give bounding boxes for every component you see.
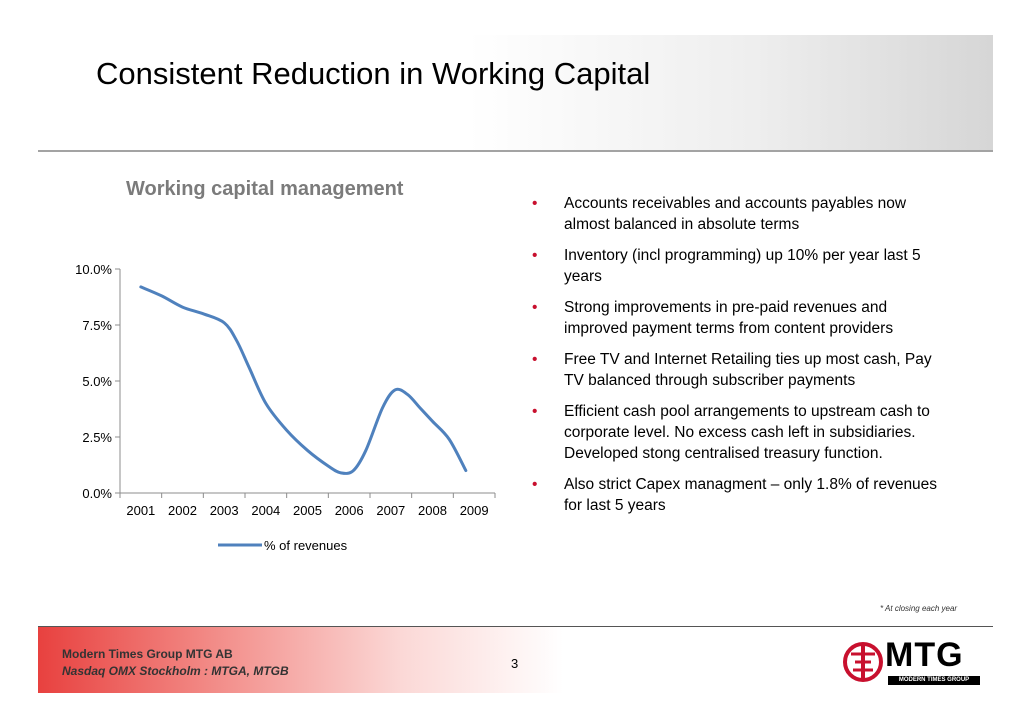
bullet-dot-icon: • [532,299,538,316]
bullet-dot-icon: • [532,195,538,212]
logo-subtext: MODERN TIMES GROUP [888,676,980,685]
x-tick-label: 2008 [418,503,447,518]
x-tick-label: 2003 [210,503,239,518]
logo-wordmark: MTG [885,636,964,674]
bullet-dot-icon: • [532,403,538,420]
y-tick-label: 0.0% [82,486,112,501]
y-tick-label: 10.0% [75,262,112,277]
mtg-emblem-icon [843,642,883,682]
page-number: 3 [511,656,519,671]
series-line-revenues [139,285,468,475]
bullet-item: • Accounts receivables and accounts payab… [528,193,948,235]
bullet-text: Free TV and Internet Retailing ties up m… [564,351,932,389]
footnote: * At closing each year [880,604,958,613]
bullet-item: • Free TV and Internet Retailing ties up … [528,349,948,391]
x-tick-label: 2005 [293,503,322,518]
x-tick-label: 2004 [251,503,280,518]
x-tick-label: 2006 [335,503,364,518]
footer-divider [38,626,993,627]
bullet-dot-icon: • [532,476,538,493]
company-name: Modern Times Group MTG AB [62,647,233,661]
bullet-text: Accounts receivables and accounts payabl… [564,195,907,233]
bullet-item: • Strong improvements in pre-paid revenue… [528,297,948,339]
x-tick-label: 2009 [460,503,489,518]
bullet-item: • Also strict Capex managment – only 1.8%… [528,474,948,516]
y-tick-label: 2.5% [82,430,112,445]
title-divider [38,150,993,152]
x-tick-label: 2002 [168,503,197,518]
bullet-list: • Accounts receivables and accounts payab… [528,193,948,526]
bullet-item: • Inventory (incl programming) up 10% per… [528,245,948,287]
bullet-text: Efficient cash pool arrangements to upst… [564,403,930,462]
working-capital-chart: 0.0% 2.5% 5.0% 7.5% 10.0% 2001 2002 2003 2004 200… [75,262,496,553]
y-tick-label: 5.0% [82,374,112,389]
x-tick-label: 2007 [376,503,405,518]
footer-band [38,627,993,693]
y-tick-label: 7.5% [82,318,112,333]
x-tick-label: 2001 [126,503,155,518]
bullet-text: Inventory (incl programming) up 10% per … [564,247,921,285]
exchange-listing: Nasdaq OMX Stockholm : MTGA, MTGB [62,664,289,678]
bullet-dot-icon: • [532,247,538,264]
slide-title: Consistent Reduction in Working Capital [96,56,651,91]
bullet-text: Strong improvements in pre-paid revenues… [564,299,894,337]
legend-label: % of revenues [264,538,348,553]
bullet-text: Also strict Capex managment – only 1.8% … [564,476,938,514]
bullet-item: • Efficient cash pool arrangements to ups… [528,401,948,464]
title-band [38,35,993,151]
chart-title: Working capital management [126,178,404,200]
bullet-dot-icon: • [532,351,538,368]
mtg-logo: MTG MODERN TIMES GROUP [843,636,983,686]
